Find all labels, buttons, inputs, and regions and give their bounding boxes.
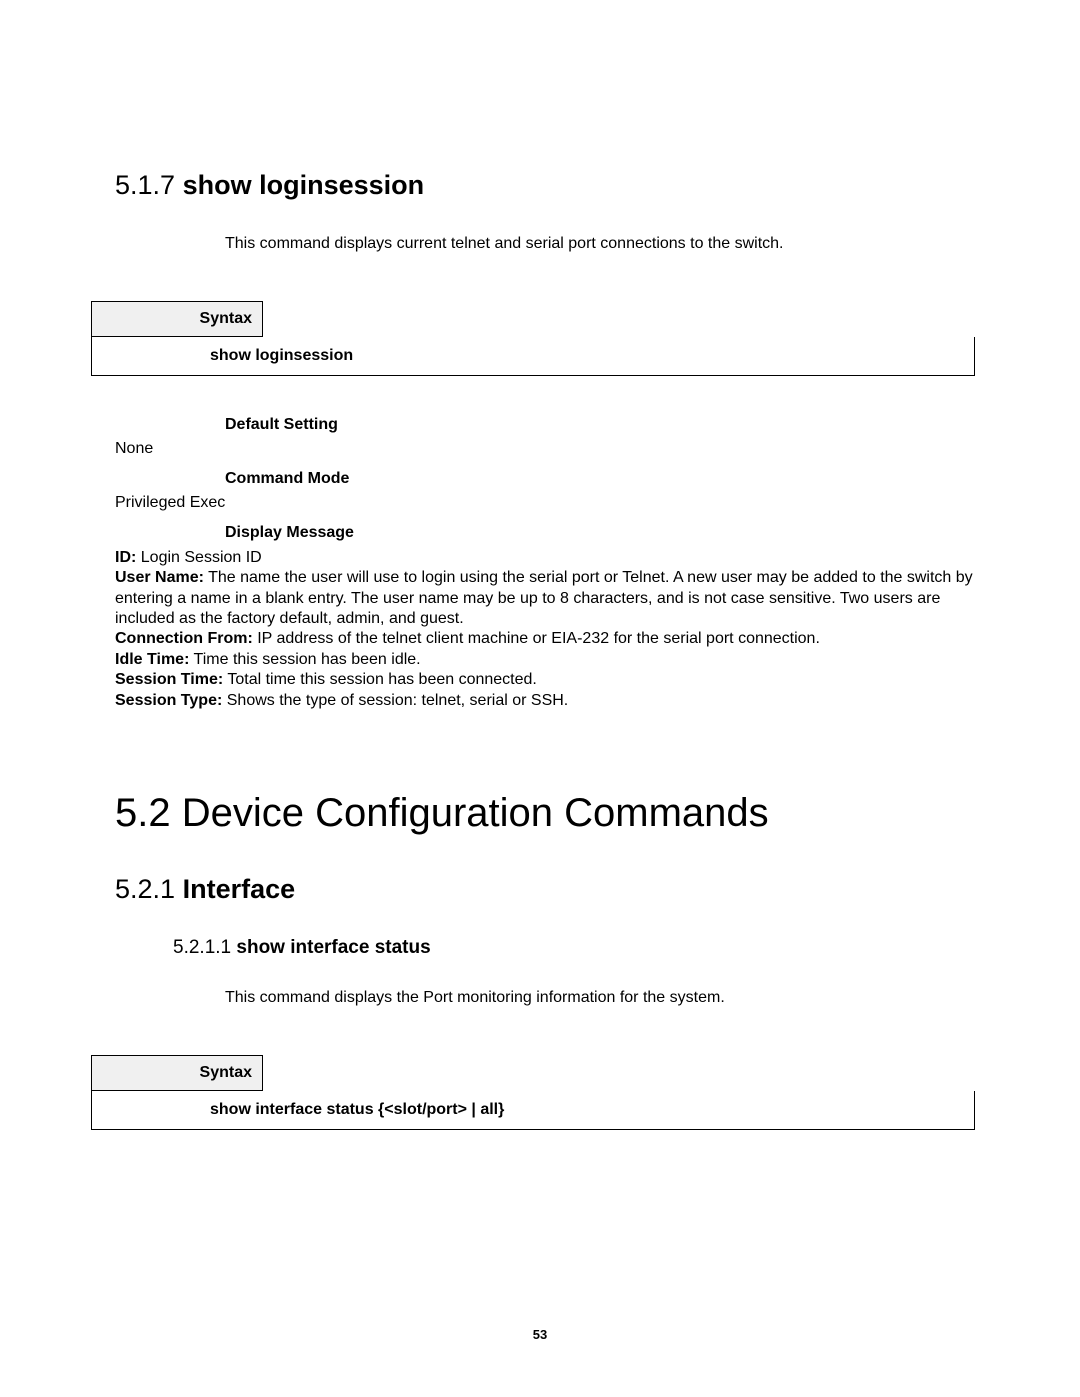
- heading-5-2-1-1: 5.2.1.1 show interface status: [115, 937, 990, 959]
- display-message-label: Display Message: [115, 524, 990, 542]
- msg-user-label: User Name:: [115, 569, 204, 586]
- heading-5-1-7: 5.1.7 show loginsession: [115, 170, 990, 201]
- page-number: 53: [0, 1327, 1080, 1342]
- msg-conn-label: Connection From:: [115, 630, 253, 647]
- syntax-command: show loginsession: [91, 337, 975, 376]
- heading-title: Device Configuration Commands: [171, 791, 769, 835]
- heading-title: show interface status: [236, 937, 430, 958]
- msg-conn-text: IP address of the telnet client machine …: [253, 630, 820, 647]
- heading-5-2-1: 5.2.1 Interface: [115, 874, 990, 905]
- msg-sess-text: Total time this session has been connect…: [223, 671, 537, 688]
- heading-title: Interface: [183, 874, 296, 904]
- command-mode-value: Privileged Exec: [115, 494, 990, 512]
- msg-idle-text: Time this session has been idle.: [189, 651, 420, 668]
- msg-type-text: Shows the type of session: telnet, seria…: [222, 692, 568, 709]
- syntax-box-5-2-1-1: Syntax show interface status {<slot/port…: [91, 1055, 975, 1130]
- default-setting-label: Default Setting: [115, 416, 990, 434]
- heading-number: 5.1.7: [115, 170, 175, 200]
- msg-user-text: The name the user will use to login usin…: [115, 569, 973, 627]
- description-5-2-1-1: This command displays the Port monitorin…: [115, 987, 990, 1009]
- document-page: 5.1.7 show loginsession This command dis…: [0, 0, 1080, 1397]
- heading-title: show loginsession: [183, 170, 425, 200]
- msg-id-label: ID:: [115, 549, 136, 566]
- msg-type-label: Session Type:: [115, 692, 222, 709]
- heading-5-2: 5.2 Device Configuration Commands: [115, 791, 990, 836]
- msg-idle-label: Idle Time:: [115, 651, 189, 668]
- syntax-box-5-1-7: Syntax show loginsession: [91, 301, 975, 376]
- msg-sess-label: Session Time:: [115, 671, 223, 688]
- syntax-command: show interface status {<slot/port> | all…: [91, 1091, 975, 1130]
- heading-number: 5.2: [115, 791, 171, 835]
- heading-number: 5.2.1: [115, 874, 175, 904]
- command-mode-label: Command Mode: [115, 470, 990, 488]
- heading-number: 5.2.1.1: [173, 937, 231, 958]
- default-setting-value: None: [115, 440, 990, 458]
- display-message-block: ID: Login Session ID User Name: The name…: [115, 548, 990, 712]
- description-5-1-7: This command displays current telnet and…: [115, 233, 990, 255]
- syntax-label: Syntax: [91, 301, 263, 337]
- syntax-label: Syntax: [91, 1055, 263, 1091]
- msg-id-text: Login Session ID: [136, 549, 261, 566]
